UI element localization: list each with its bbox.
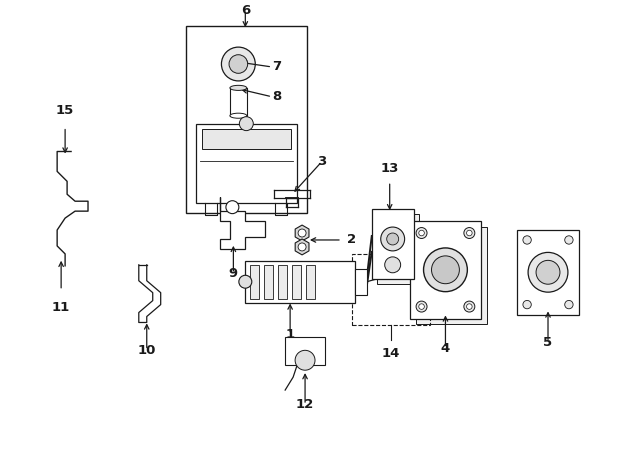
Bar (517, 230, 579, 315)
Polygon shape (220, 197, 265, 249)
Circle shape (226, 201, 239, 214)
Bar (186, 26, 307, 213)
Bar (352, 254, 429, 325)
Circle shape (419, 230, 424, 236)
Bar (250, 265, 259, 299)
Circle shape (381, 227, 404, 251)
Circle shape (523, 300, 531, 309)
Bar (264, 265, 273, 299)
Circle shape (467, 230, 472, 236)
Text: 2: 2 (347, 234, 356, 246)
Ellipse shape (230, 85, 247, 90)
Text: 13: 13 (381, 162, 399, 175)
Text: 11: 11 (52, 300, 70, 314)
Bar (202, 129, 291, 148)
Circle shape (239, 275, 252, 288)
Bar (410, 221, 481, 318)
Bar (415, 227, 487, 325)
Text: 6: 6 (241, 4, 250, 17)
Circle shape (528, 252, 568, 292)
Text: 1: 1 (285, 328, 294, 341)
Text: 14: 14 (381, 347, 400, 360)
Circle shape (464, 301, 475, 312)
Ellipse shape (230, 113, 247, 118)
Circle shape (385, 257, 401, 273)
Text: 15: 15 (56, 104, 74, 117)
Polygon shape (295, 225, 309, 241)
Bar (292, 265, 301, 299)
Circle shape (239, 117, 253, 130)
Text: 3: 3 (317, 155, 326, 168)
Bar (285, 337, 325, 365)
Bar (278, 265, 287, 299)
Circle shape (467, 304, 472, 309)
Circle shape (221, 47, 255, 81)
Circle shape (564, 300, 573, 309)
Bar (230, 88, 247, 116)
Bar (306, 265, 315, 299)
Text: 5: 5 (543, 336, 552, 349)
Circle shape (564, 236, 573, 244)
Bar (245, 261, 355, 302)
Circle shape (298, 229, 306, 237)
Text: 7: 7 (272, 60, 282, 73)
Circle shape (536, 260, 560, 284)
Text: 8: 8 (272, 90, 282, 103)
Circle shape (424, 248, 467, 292)
Text: 4: 4 (441, 342, 450, 355)
Circle shape (431, 256, 460, 284)
Circle shape (298, 243, 306, 251)
Circle shape (229, 55, 248, 73)
Circle shape (295, 350, 315, 370)
Circle shape (464, 227, 475, 238)
Text: 10: 10 (138, 344, 156, 357)
Polygon shape (295, 239, 309, 255)
Bar (377, 214, 419, 284)
Text: 9: 9 (229, 267, 238, 280)
Circle shape (387, 233, 399, 245)
Circle shape (416, 227, 427, 238)
Bar (372, 209, 413, 279)
Text: 12: 12 (296, 398, 314, 412)
Bar (196, 124, 297, 203)
Circle shape (523, 236, 531, 244)
Bar (355, 269, 367, 295)
Circle shape (416, 301, 427, 312)
Circle shape (419, 304, 424, 309)
